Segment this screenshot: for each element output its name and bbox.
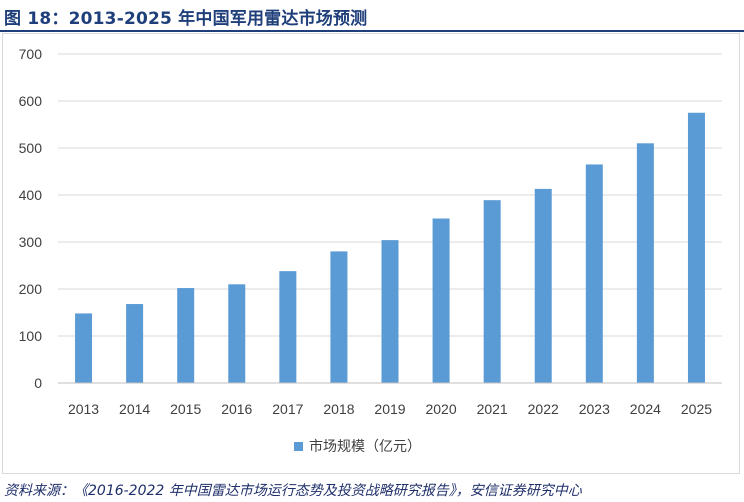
y-tick-label: 400 [19,187,43,203]
bar-2019 [381,240,399,383]
x-tick-label: 2022 [528,401,559,417]
x-tick-label: 2019 [374,401,405,417]
bar-2013 [75,313,93,383]
x-tick-label: 2024 [630,401,661,417]
y-axis-ticks: 0 100 200 300 400 500 600 700 [19,46,43,391]
bar-2025 [687,112,705,383]
y-tick-label: 500 [19,140,43,156]
x-tick-label: 2016 [221,401,252,417]
x-axis-ticks: 2013 2014 2015 2016 2017 2018 2019 2020 2021 2022… [68,401,712,417]
bar-2014 [126,304,144,383]
x-tick-label: 2020 [425,401,456,417]
legend-swatch [294,442,303,451]
legend-label: 市场规模（亿元） [309,438,421,455]
y-tick-label: 700 [19,46,43,62]
x-tick-label: 2014 [119,401,150,417]
bar-2021 [483,200,501,383]
bar-2024 [636,143,654,383]
bar-2017 [279,271,297,383]
y-tick-label: 600 [19,93,43,109]
y-tick-label: 100 [19,328,43,344]
gridlines [58,53,722,337]
bar-2020 [432,218,450,383]
legend: 市场规模（亿元） [294,438,421,455]
source-note: 资料来源：《2016-2022 年中国雷达市场运行态势及投资战略研究报告》，安信… [4,483,582,499]
bar-2022 [534,188,552,383]
figure-title: 图 18：2013-2025 年中国军用雷达市场预测 [4,9,368,29]
bar-2016 [228,284,246,383]
x-tick-label: 2015 [170,401,201,417]
y-tick-label: 0 [34,375,42,391]
bar-2023 [585,164,603,383]
bar-2015 [177,288,195,383]
title-divider [0,30,744,32]
x-tick-label: 2017 [272,401,303,417]
x-tick-label: 2013 [68,401,99,417]
x-tick-label: 2025 [681,401,712,417]
bar-2018 [330,251,348,383]
x-tick-label: 2023 [579,401,610,417]
y-tick-label: 200 [19,281,43,297]
chart-frame [2,33,740,474]
x-tick-label: 2018 [323,401,354,417]
y-tick-label: 300 [19,234,43,250]
x-tick-label: 2021 [477,401,508,417]
bars [75,112,705,383]
